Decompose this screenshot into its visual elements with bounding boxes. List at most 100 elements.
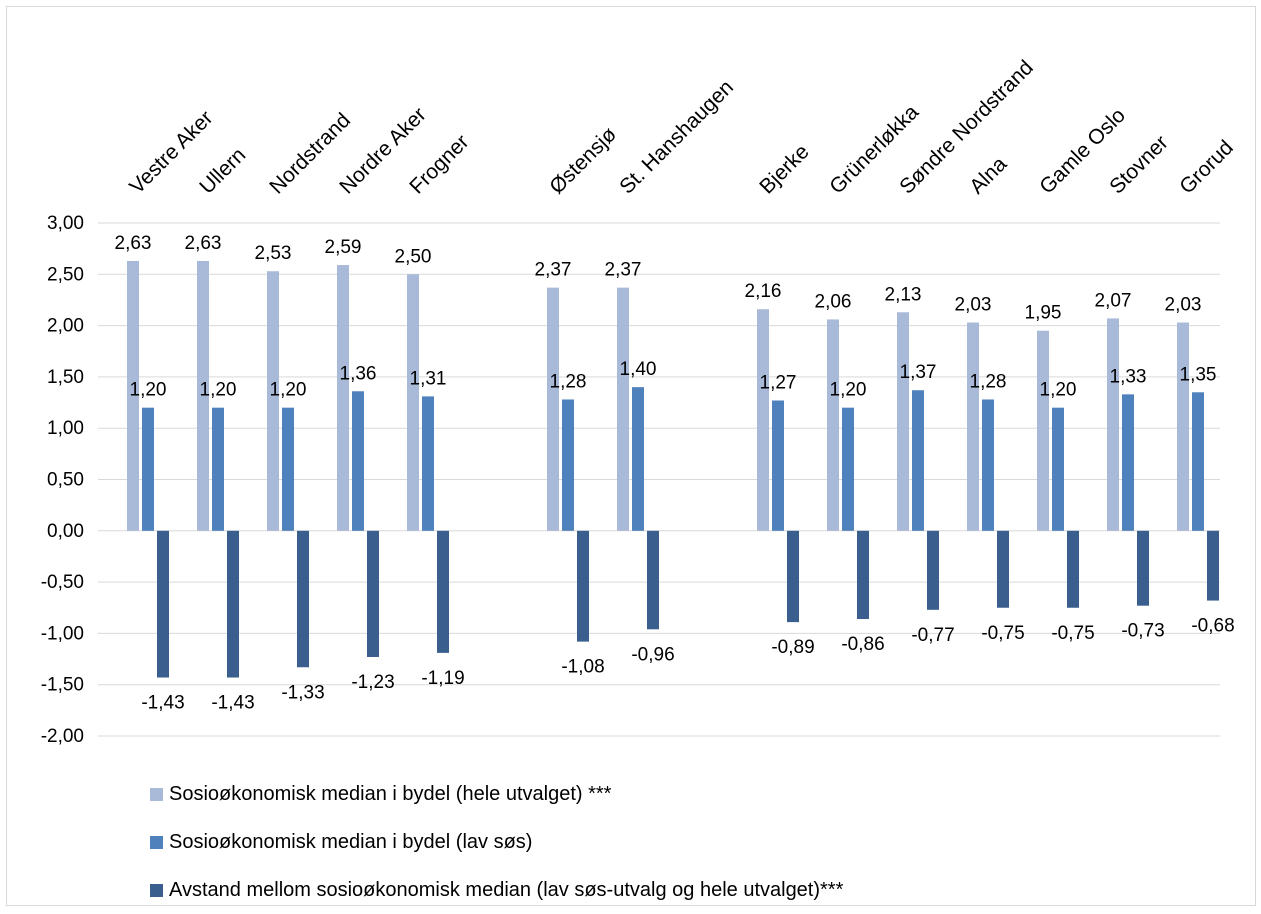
bar — [787, 530, 799, 623]
bar — [562, 399, 574, 531]
legend-item: Sosioøkonomisk median i bydel (lav søs) — [150, 818, 843, 866]
data-label: 1,20 — [200, 380, 237, 401]
bar — [157, 530, 169, 678]
category-label: St. Hanshaugen — [615, 76, 738, 199]
bar — [437, 530, 449, 653]
bar — [1122, 394, 1134, 531]
data-label: 2,16 — [745, 281, 782, 302]
bar — [282, 407, 294, 531]
y-tick-label: 0,50 — [47, 470, 84, 491]
data-label: 1,37 — [900, 362, 937, 383]
bar — [647, 530, 659, 630]
data-label: 1,36 — [340, 363, 377, 384]
bar — [927, 530, 939, 610]
y-tick-label: 2,00 — [47, 316, 84, 337]
bar — [1037, 330, 1049, 531]
data-label: 1,20 — [830, 380, 867, 401]
data-label: 2,59 — [325, 237, 362, 258]
legend-label: Sosioøkonomisk median i bydel (hele utva… — [169, 782, 612, 805]
bar — [422, 396, 434, 531]
data-label: -0,75 — [981, 623, 1024, 644]
data-label: 1,35 — [1180, 364, 1217, 385]
y-tick-label: -0,50 — [41, 572, 84, 593]
data-label: -0,75 — [1051, 623, 1094, 644]
data-label: 1,33 — [1110, 366, 1147, 387]
bar — [577, 530, 589, 642]
category-label: Østensjø — [545, 123, 621, 199]
bar — [857, 530, 869, 620]
data-label: 2,63 — [185, 233, 222, 254]
legend-item: Sosioøkonomisk median i bydel (hele utva… — [150, 770, 843, 818]
bar — [1177, 322, 1189, 531]
bar — [842, 407, 854, 531]
data-label: 2,03 — [955, 295, 992, 316]
y-tick-label: -1,00 — [41, 623, 84, 644]
category-label: Grorud — [1175, 136, 1237, 198]
category-label: Stovner — [1105, 131, 1172, 198]
data-label: -1,43 — [211, 693, 254, 714]
bar — [757, 309, 769, 531]
data-label: -1,23 — [351, 672, 394, 693]
data-label: -1,43 — [141, 693, 184, 714]
bar — [1137, 530, 1149, 606]
y-tick-label: 3,00 — [47, 213, 84, 234]
data-label: -1,08 — [561, 657, 604, 678]
bar — [982, 399, 994, 531]
data-label: 2,13 — [885, 284, 922, 305]
bar — [197, 260, 209, 531]
data-label: -0,77 — [911, 625, 954, 646]
y-tick-label: 1,00 — [47, 418, 84, 439]
bar — [142, 407, 154, 531]
legend-swatch — [150, 787, 163, 801]
y-tick-label: 1,50 — [47, 367, 84, 388]
data-label: -0,96 — [631, 644, 674, 665]
bar — [1192, 392, 1204, 531]
data-label: 2,07 — [1095, 290, 1132, 311]
data-label: -0,89 — [771, 637, 814, 658]
bar — [632, 387, 644, 531]
data-label: 1,31 — [410, 368, 447, 389]
category-label: Frogner — [405, 130, 473, 198]
legend-item: Avstand mellom sosioøkonomisk median (la… — [150, 866, 843, 914]
data-label: 2,37 — [535, 260, 572, 281]
category-label: Bjerke — [755, 140, 813, 198]
data-label: 1,28 — [550, 371, 587, 392]
category-label: Søndre Nordstrand — [895, 56, 1038, 199]
legend: Sosioøkonomisk median i bydel (hele utva… — [150, 770, 843, 914]
bar — [1067, 530, 1079, 608]
bar — [367, 530, 379, 657]
data-label: 2,03 — [1165, 295, 1202, 316]
bar — [212, 407, 224, 531]
bar — [127, 260, 139, 531]
bar — [267, 271, 279, 531]
data-label: 1,20 — [130, 380, 167, 401]
y-tick-label: 2,50 — [47, 264, 84, 285]
bar — [967, 322, 979, 531]
bar — [352, 391, 364, 531]
bar — [997, 530, 1009, 608]
data-label: 1,27 — [760, 372, 797, 393]
bar — [1107, 318, 1119, 531]
data-label: 1,20 — [1040, 380, 1077, 401]
bar — [337, 265, 349, 531]
data-label: 1,20 — [270, 380, 307, 401]
bar — [772, 400, 784, 531]
data-label: -0,68 — [1191, 616, 1234, 637]
category-label: Ullern — [195, 143, 250, 198]
y-tick-label: -2,00 — [41, 726, 84, 747]
bar — [1052, 407, 1064, 531]
bar — [547, 287, 559, 531]
bar — [912, 390, 924, 531]
data-label: 2,53 — [255, 243, 292, 264]
data-label: 2,50 — [395, 246, 432, 267]
data-label: -1,33 — [281, 682, 324, 703]
legend-swatch — [150, 835, 163, 849]
bar — [897, 312, 909, 531]
legend-swatch — [150, 883, 163, 897]
data-label: -0,86 — [841, 634, 884, 655]
data-label: 1,40 — [620, 359, 657, 380]
bar — [227, 530, 239, 678]
bar — [1207, 530, 1219, 601]
y-tick-label: 0,00 — [47, 521, 84, 542]
bar — [407, 274, 419, 531]
